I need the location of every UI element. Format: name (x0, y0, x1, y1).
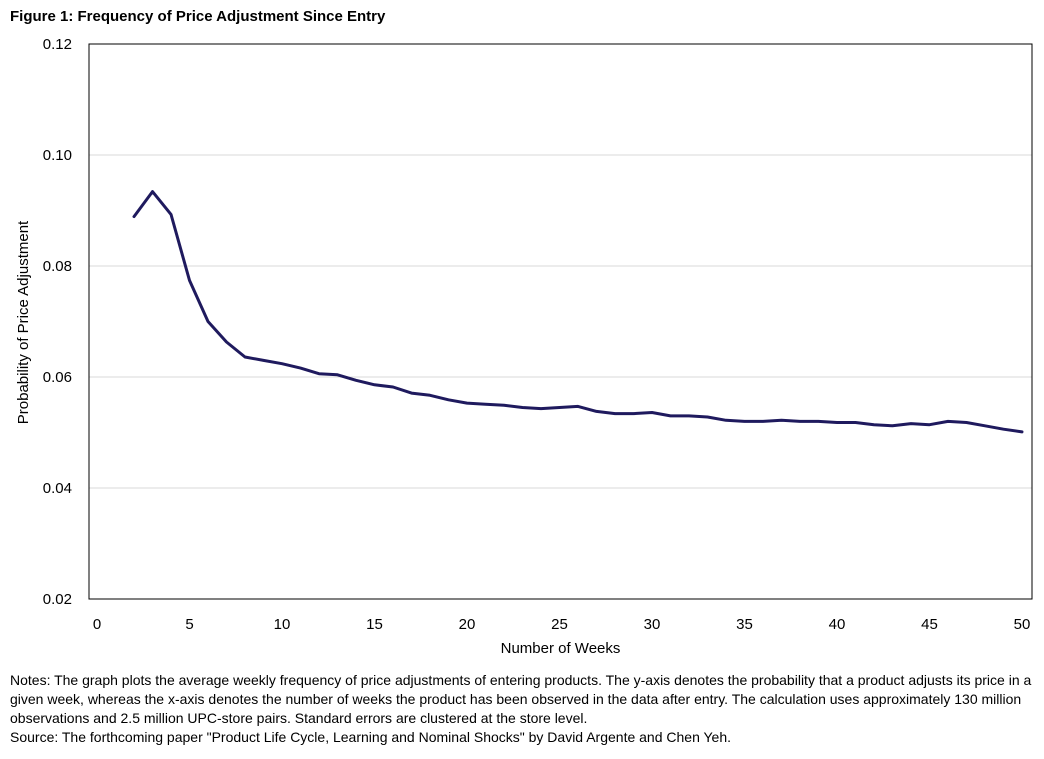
y-tick-label: 0.04 (43, 480, 72, 497)
x-tick-label: 10 (274, 616, 291, 633)
x-axis-label: Number of Weeks (501, 640, 621, 657)
y-axis-label: Probability of Price Adjustment (15, 220, 32, 424)
x-tick-label: 30 (644, 616, 661, 633)
series-layer (132, 190, 1024, 434)
x-tick-label: 35 (736, 616, 753, 633)
y-tick-label: 0.06 (43, 369, 72, 386)
x-tick-label: 15 (366, 616, 383, 633)
y-tick-label: 0.08 (43, 258, 72, 275)
line-chart: 0.02 0.04 0.06 0.08 0.10 0.12 0 5 10 15 20 25 30 35 4… (15, 36, 1033, 657)
grid-layer (89, 154, 1032, 489)
x-tick-label: 25 (551, 616, 568, 633)
x-tick-labels: 0 5 10 15 20 25 30 35 40 45 50 (93, 616, 1031, 633)
y-tick-label: 0.10 (43, 147, 72, 164)
series-line (132, 190, 1024, 434)
x-tick-label: 5 (185, 616, 193, 633)
figure-notes: Notes: The graph plots the average weekl… (10, 671, 1035, 747)
x-tick-label: 40 (829, 616, 846, 633)
x-tick-label: 0 (93, 616, 101, 633)
y-tick-label: 0.02 (43, 591, 72, 608)
notes-text: Notes: The graph plots the average weekl… (10, 672, 1032, 726)
x-tick-label: 50 (1014, 616, 1031, 633)
x-tick-label: 20 (459, 616, 476, 633)
plot-frame (88, 43, 1033, 600)
source-text: Source: The forthcoming paper "Product L… (10, 729, 731, 745)
x-tick-label: 45 (921, 616, 938, 633)
y-tick-labels: 0.02 0.04 0.06 0.08 0.10 0.12 (43, 36, 72, 608)
y-tick-label: 0.12 (43, 36, 72, 53)
figure-title: Figure 1: Frequency of Price Adjustment … (10, 8, 386, 25)
